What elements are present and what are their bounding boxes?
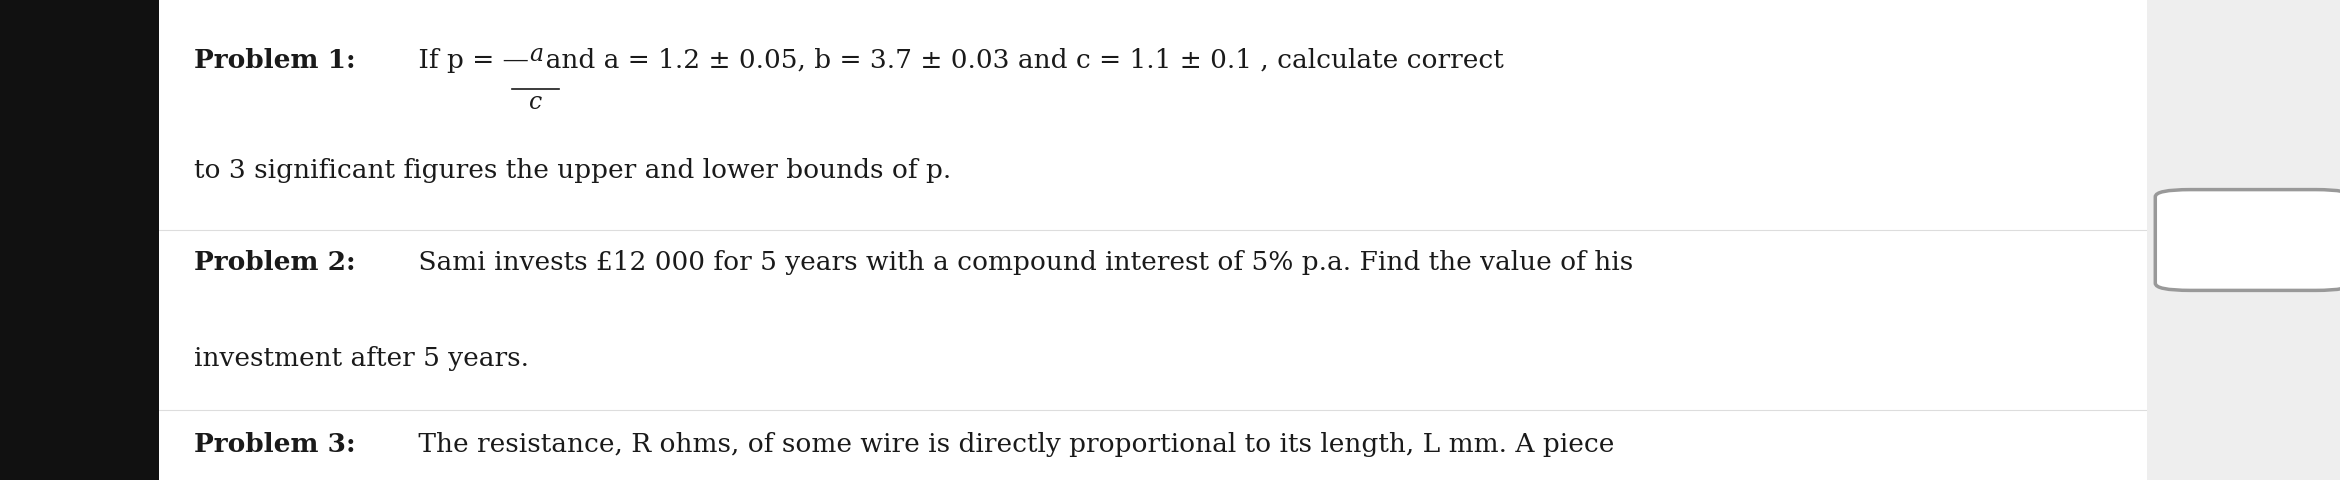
Text: c: c bbox=[529, 91, 543, 114]
Text: The resistance, R ohms, of some wire is directly proportional to its length, L m: The resistance, R ohms, of some wire is … bbox=[410, 432, 1615, 457]
Bar bbox=[0, 0, 159, 480]
Text: a: a bbox=[529, 43, 543, 66]
Text: investment after 5 years.: investment after 5 years. bbox=[194, 346, 529, 371]
Text: to 3 significant figures the upper and lower bounds of p.: to 3 significant figures the upper and l… bbox=[194, 158, 952, 183]
Bar bbox=[2146, 0, 2340, 480]
Text: If p = —  and a = 1.2 ± 0.05, b = 3.7 ± 0.03 and c = 1.1 ± 0.1 , calculate corre: If p = — and a = 1.2 ± 0.05, b = 3.7 ± 0… bbox=[410, 48, 1502, 73]
Text: Problem 1:: Problem 1: bbox=[194, 48, 356, 73]
Text: Sami invests £12 000 for 5 years with a compound interest of 5% p.a. Find the va: Sami invests £12 000 for 5 years with a … bbox=[410, 250, 1633, 275]
Text: Problem 2:: Problem 2: bbox=[194, 250, 356, 275]
FancyBboxPatch shape bbox=[2155, 190, 2340, 290]
Text: Problem 3:: Problem 3: bbox=[194, 432, 356, 457]
